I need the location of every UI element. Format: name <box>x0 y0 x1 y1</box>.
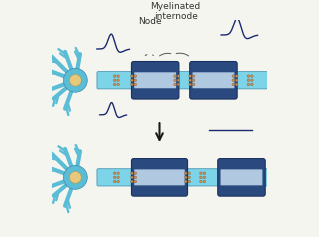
Ellipse shape <box>247 79 250 82</box>
FancyBboxPatch shape <box>192 72 234 88</box>
Ellipse shape <box>130 172 133 174</box>
Ellipse shape <box>184 176 187 179</box>
Circle shape <box>70 74 81 86</box>
FancyBboxPatch shape <box>97 72 267 89</box>
Ellipse shape <box>188 172 190 174</box>
FancyBboxPatch shape <box>220 169 263 185</box>
Ellipse shape <box>130 83 133 86</box>
Ellipse shape <box>232 83 234 86</box>
Ellipse shape <box>189 79 191 82</box>
Ellipse shape <box>134 172 137 174</box>
Ellipse shape <box>247 75 250 77</box>
FancyBboxPatch shape <box>134 169 185 185</box>
FancyBboxPatch shape <box>218 159 265 196</box>
Ellipse shape <box>130 176 133 179</box>
Ellipse shape <box>200 172 202 174</box>
Ellipse shape <box>117 176 119 179</box>
FancyBboxPatch shape <box>131 62 179 99</box>
Ellipse shape <box>134 79 137 82</box>
Ellipse shape <box>192 79 195 82</box>
Ellipse shape <box>188 180 190 183</box>
Ellipse shape <box>177 83 180 86</box>
Ellipse shape <box>130 79 133 82</box>
Text: Node: Node <box>138 17 162 26</box>
Ellipse shape <box>189 83 191 86</box>
Ellipse shape <box>174 75 176 77</box>
FancyBboxPatch shape <box>134 72 176 88</box>
Ellipse shape <box>232 79 234 82</box>
Ellipse shape <box>134 180 137 183</box>
Ellipse shape <box>134 176 137 179</box>
Ellipse shape <box>192 83 195 86</box>
Ellipse shape <box>177 79 180 82</box>
Ellipse shape <box>200 176 202 179</box>
Ellipse shape <box>134 83 137 86</box>
FancyBboxPatch shape <box>190 62 237 99</box>
Ellipse shape <box>192 75 195 77</box>
Ellipse shape <box>130 180 133 183</box>
Ellipse shape <box>203 172 206 174</box>
Ellipse shape <box>200 180 202 183</box>
FancyBboxPatch shape <box>131 159 188 196</box>
Ellipse shape <box>188 176 190 179</box>
Ellipse shape <box>232 75 234 77</box>
Ellipse shape <box>250 79 253 82</box>
Ellipse shape <box>235 75 238 77</box>
Ellipse shape <box>117 83 119 86</box>
Ellipse shape <box>203 180 206 183</box>
Ellipse shape <box>189 75 191 77</box>
Text: Myelinated
internode: Myelinated internode <box>151 2 201 21</box>
Ellipse shape <box>235 79 238 82</box>
Ellipse shape <box>184 172 187 174</box>
Circle shape <box>63 68 87 92</box>
Ellipse shape <box>117 172 119 174</box>
Ellipse shape <box>250 75 253 77</box>
Ellipse shape <box>203 176 206 179</box>
Ellipse shape <box>113 172 116 174</box>
Circle shape <box>70 172 81 183</box>
Ellipse shape <box>113 180 116 183</box>
Ellipse shape <box>177 75 180 77</box>
Ellipse shape <box>174 83 176 86</box>
Ellipse shape <box>235 83 238 86</box>
Ellipse shape <box>113 79 116 82</box>
Circle shape <box>63 165 87 189</box>
Ellipse shape <box>130 75 133 77</box>
Ellipse shape <box>184 180 187 183</box>
Ellipse shape <box>117 75 119 77</box>
Ellipse shape <box>113 176 116 179</box>
Ellipse shape <box>117 180 119 183</box>
Ellipse shape <box>247 83 250 86</box>
Ellipse shape <box>250 83 253 86</box>
FancyBboxPatch shape <box>97 169 267 186</box>
Ellipse shape <box>174 79 176 82</box>
Ellipse shape <box>134 75 137 77</box>
Ellipse shape <box>113 75 116 77</box>
Ellipse shape <box>113 83 116 86</box>
Ellipse shape <box>117 79 119 82</box>
